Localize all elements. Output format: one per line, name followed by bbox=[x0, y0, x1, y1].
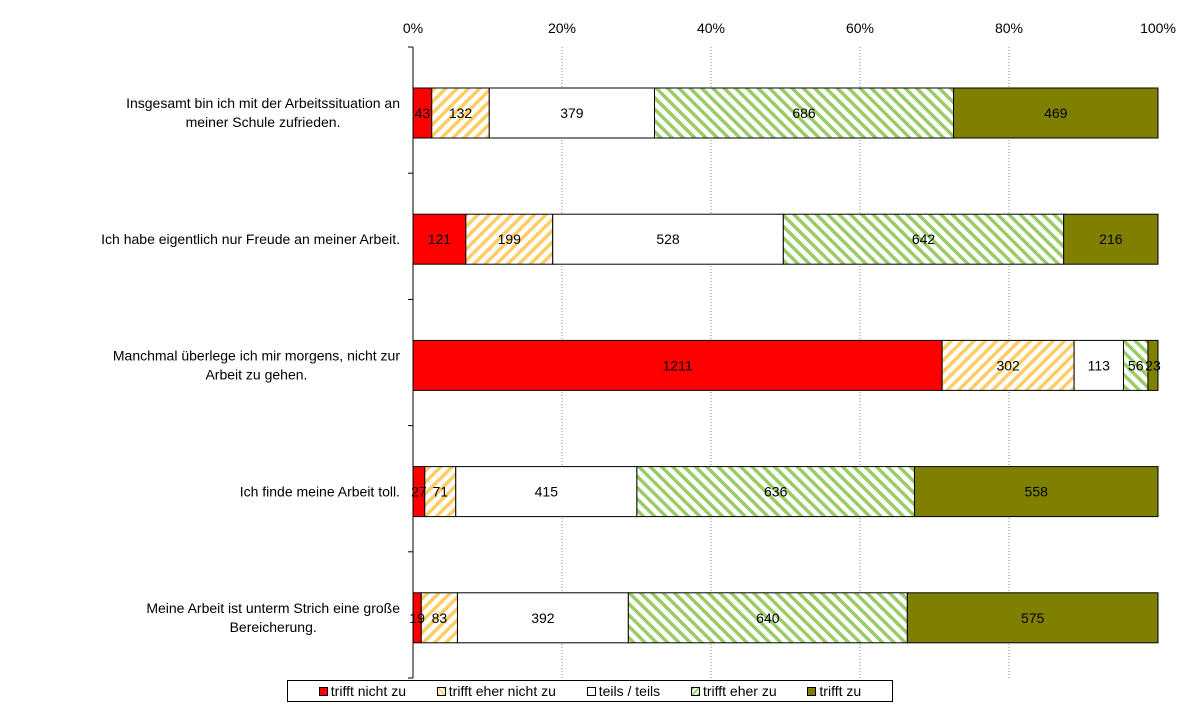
data-label: 640 bbox=[756, 610, 780, 626]
category-label-line: Arbeit zu gehen. bbox=[205, 366, 307, 382]
data-label: 415 bbox=[535, 484, 559, 500]
bar-segment bbox=[1073, 339, 1124, 391]
data-label: 528 bbox=[656, 231, 680, 247]
category-label: Ich finde meine Arbeit toll. bbox=[240, 484, 400, 500]
bar-segment bbox=[636, 466, 915, 518]
legend-swatch bbox=[807, 686, 817, 696]
data-label: 27 bbox=[411, 484, 427, 500]
legend-swatch bbox=[436, 686, 446, 696]
tick-label-40: 40% bbox=[697, 20, 725, 36]
data-label: 302 bbox=[996, 357, 1020, 373]
tick-label-60: 60% bbox=[846, 20, 874, 36]
bar-segment bbox=[782, 213, 1065, 265]
data-label: 113 bbox=[1088, 357, 1111, 373]
bar-segment bbox=[913, 466, 1159, 518]
category-label-line: Manchmal überlege ich mir morgens, nicht… bbox=[113, 347, 400, 363]
category-label-line: Ich finde meine Arbeit toll. bbox=[240, 484, 400, 500]
legend-swatch bbox=[690, 686, 700, 696]
bar-segment bbox=[412, 339, 943, 391]
category-label-line: Meine Arbeit ist unterm Strich eine groß… bbox=[146, 600, 400, 616]
tick-label-100: 100% bbox=[1140, 20, 1176, 36]
bar-segment bbox=[941, 339, 1075, 391]
data-label: 199 bbox=[498, 231, 522, 247]
bar-segment bbox=[465, 213, 554, 265]
data-label: 575 bbox=[1021, 610, 1045, 626]
data-label: 19 bbox=[409, 610, 425, 626]
legend-item: trifft eher nicht zu bbox=[436, 683, 556, 699]
legend-label: trifft eher zu bbox=[702, 683, 777, 699]
data-label: 56 bbox=[1128, 357, 1144, 373]
data-label: 216 bbox=[1099, 231, 1123, 247]
legend-label: trifft eher nicht zu bbox=[448, 683, 556, 699]
data-label: 392 bbox=[531, 610, 555, 626]
bar-segment bbox=[455, 466, 638, 518]
category-label: Ich habe eigentlich nur Freude an meiner… bbox=[101, 231, 400, 247]
bar-segment bbox=[1147, 339, 1159, 391]
data-label: 83 bbox=[432, 610, 448, 626]
tick-label-20: 20% bbox=[548, 20, 576, 36]
legend-item: trifft eher zu bbox=[690, 683, 777, 699]
bar-segment bbox=[627, 592, 908, 644]
category-label-line: Insgesamt bin ich mit der Arbeitssituati… bbox=[126, 95, 400, 111]
category-label-line: Ich habe eigentlich nur Freude an meiner… bbox=[101, 231, 400, 247]
legend: trifft nicht zu trifft eher nicht zu teils… bbox=[287, 680, 893, 702]
data-label: 636 bbox=[764, 484, 788, 500]
legend-item: trifft nicht zu bbox=[318, 683, 406, 699]
bar-segment bbox=[953, 87, 1159, 139]
tick-label-80: 80% bbox=[995, 20, 1023, 36]
bar-segment bbox=[906, 592, 1159, 644]
tick-label-0: 0% bbox=[403, 20, 423, 36]
legend-label: teils / teils bbox=[598, 683, 661, 699]
data-label: 558 bbox=[1025, 484, 1049, 500]
data-label: 642 bbox=[912, 231, 936, 247]
legend-label: trifft zu bbox=[819, 683, 862, 699]
bar-segment bbox=[654, 87, 955, 139]
data-label: 469 bbox=[1044, 105, 1068, 121]
bar-segment bbox=[552, 213, 784, 265]
category-label-line: meiner Schule zufrieden. bbox=[186, 114, 341, 130]
data-label: 43 bbox=[415, 105, 431, 121]
data-label: 23 bbox=[1145, 357, 1161, 373]
legend-swatch bbox=[586, 686, 596, 696]
category-label-line: Bereicherung. bbox=[230, 619, 317, 635]
data-label: 121 bbox=[428, 231, 452, 247]
legend-item: trifft zu bbox=[807, 683, 861, 699]
bar-segment bbox=[424, 466, 457, 518]
data-label: 132 bbox=[449, 105, 473, 121]
bar-segment bbox=[1122, 339, 1149, 391]
data-label: 71 bbox=[432, 484, 448, 500]
bar-segment bbox=[1063, 213, 1159, 265]
data-label: 686 bbox=[792, 105, 816, 121]
data-label: 379 bbox=[560, 105, 584, 121]
legend-swatch bbox=[318, 686, 328, 696]
category-label: Insgesamt bin ich mit der Arbeitssituati… bbox=[126, 95, 400, 130]
data-label: 1211 bbox=[663, 357, 693, 373]
legend-label: trifft nicht zu bbox=[330, 683, 406, 699]
legend-item: teils / teils bbox=[586, 683, 661, 699]
category-label: Meine Arbeit ist unterm Strich eine groß… bbox=[146, 600, 400, 635]
category-label: Manchmal überlege ich mir morgens, nicht… bbox=[113, 347, 400, 382]
